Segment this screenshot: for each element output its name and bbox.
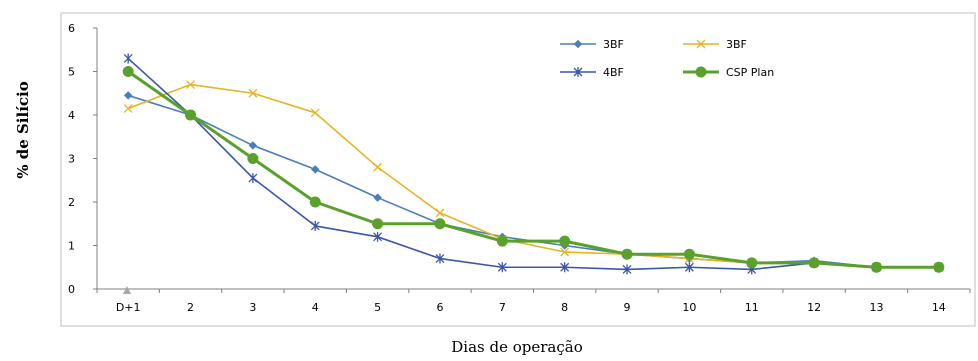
legend-item: 4BF — [560, 66, 624, 79]
data-point — [248, 141, 258, 150]
data-point — [373, 162, 383, 172]
y-tick-label: 4 — [68, 109, 75, 122]
y-tick-label: 5 — [68, 66, 75, 79]
legend-item: CSP Plan — [683, 66, 774, 79]
x-tick-label: 9 — [624, 301, 631, 314]
legend-swatch-marker — [573, 39, 583, 49]
data-point — [621, 248, 633, 260]
data-point — [684, 262, 694, 273]
y-tick-label: 0 — [68, 283, 75, 296]
data-point — [560, 262, 570, 273]
data-point — [122, 66, 134, 77]
series-4 — [122, 66, 945, 273]
x-tick-label: 5 — [374, 301, 381, 314]
series-line — [127, 70, 939, 269]
data-point — [123, 104, 133, 113]
data-point — [309, 196, 321, 208]
y-tick-label: 3 — [68, 153, 75, 166]
data-point — [186, 80, 195, 90]
data-point — [622, 264, 632, 275]
data-point — [311, 165, 320, 174]
x-tick-label: 12 — [807, 301, 821, 314]
legend-item: 3BF — [560, 38, 624, 51]
data-point — [248, 88, 258, 98]
data-point — [497, 262, 507, 273]
y-tick-label: 1 — [68, 240, 75, 253]
legend-label: CSP Plan — [726, 66, 774, 79]
data-point — [746, 257, 758, 269]
chart-area-border — [60, 12, 976, 327]
legend-swatch-marker — [695, 66, 707, 78]
data-point — [185, 109, 197, 121]
x-tick-label: 7 — [499, 301, 506, 314]
legend-swatch-marker — [573, 67, 583, 77]
data-point — [808, 257, 820, 269]
legend-swatch-marker — [696, 39, 706, 49]
data-point — [933, 261, 945, 273]
legend-item: 3BF — [683, 38, 747, 51]
x-tick-label: 3 — [249, 301, 256, 314]
data-point — [123, 53, 133, 64]
data-point — [247, 153, 259, 164]
x-tick-label: 11 — [745, 301, 759, 314]
legend-label: 4BF — [603, 66, 624, 79]
x-tick-label: 14 — [932, 301, 946, 314]
legend-label: 3BF — [726, 38, 747, 51]
data-point — [248, 173, 258, 184]
x-axis-title: Dias de operação — [451, 338, 582, 356]
data-point — [435, 253, 445, 264]
data-point — [496, 235, 508, 247]
data-point — [373, 193, 382, 202]
data-point — [372, 218, 384, 230]
data-point — [310, 108, 320, 118]
x-tick-label: 4 — [312, 301, 319, 314]
data-point — [560, 247, 570, 257]
x-tick-label: 13 — [869, 301, 883, 314]
data-point — [870, 261, 882, 273]
legend: 3BF 3BF 4BF CSP Plan — [560, 38, 774, 79]
data-point — [123, 91, 133, 100]
data-point — [683, 248, 695, 260]
y-tick-label: 2 — [68, 196, 75, 209]
data-point — [434, 218, 446, 230]
x-tick-label: D+1 — [116, 301, 141, 314]
data-point — [310, 220, 320, 231]
data-point — [435, 208, 445, 218]
x-tick-label: 6 — [436, 301, 443, 314]
baseline-triangle-marker — [123, 286, 131, 294]
series-layer — [122, 53, 945, 275]
data-point — [559, 235, 571, 247]
y-axis-title: % de Silício — [14, 81, 32, 179]
x-tick-label: 10 — [682, 301, 696, 314]
x-tick-label: 8 — [561, 301, 568, 314]
legend-label: 3BF — [603, 38, 624, 51]
y-tick-label: 6 — [68, 22, 75, 35]
x-tick-label: 2 — [187, 301, 194, 314]
data-point — [373, 231, 383, 242]
